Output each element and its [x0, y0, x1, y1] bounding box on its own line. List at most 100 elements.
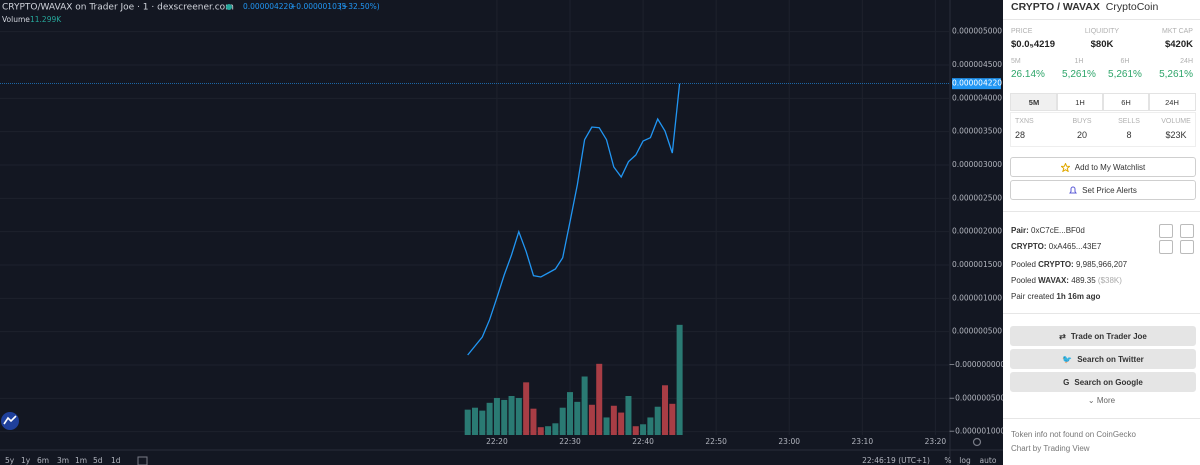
volume-bar [596, 363, 603, 435]
link-label: Search on Twitter [1077, 354, 1144, 364]
stat-label: LIQUIDITY [1084, 28, 1120, 35]
x-tick-label: 23:00 [778, 437, 800, 446]
range-button[interactable]: 5y [5, 456, 15, 465]
x-tick-label: 23:10 [851, 437, 873, 446]
txns-box [1010, 112, 1196, 147]
volume-bar [530, 408, 537, 435]
x-tick-label: 23:20 [925, 437, 947, 446]
y-tick-label: 0.000004000 [952, 93, 1002, 102]
volume-bar [464, 409, 471, 435]
timeframe-tab[interactable]: 5M [1010, 93, 1058, 111]
txn-label: SELLS [1118, 118, 1140, 125]
volume-bar [508, 396, 515, 435]
watchlist-button[interactable]: Add to My Watchlist [1010, 157, 1196, 177]
price-line [467, 83, 681, 356]
scale-option[interactable]: auto [980, 456, 997, 465]
change-value: 5,261% [1062, 69, 1096, 80]
volume-bar [552, 423, 559, 435]
y-tick-label: 0.000005000 [952, 27, 1002, 36]
timeframe-tab[interactable]: 24H [1148, 93, 1196, 111]
y-tick-label: −0.000000500 [949, 393, 1003, 402]
y-tick-label: 0.000003500 [952, 127, 1002, 136]
pooled-base-usd: ($38K) [1097, 276, 1122, 285]
copy-button[interactable] [1159, 240, 1173, 254]
more-label: More [1096, 396, 1116, 405]
txn-value: 28 [1015, 130, 1026, 140]
y-tick-label: 0.000002000 [952, 227, 1002, 236]
pair-subtitle: CryptoCoin [1105, 1, 1159, 13]
volume-bar [567, 392, 573, 435]
pooled-base: Pooled WAVAX: 489.35 ($38K) [1011, 276, 1122, 285]
range-button[interactable]: 1y [21, 456, 31, 465]
clock: 22:46:19 (UTC+1) [862, 456, 930, 465]
txn-label: TXNS [1015, 118, 1034, 125]
link-label: Trade on Trader Joe [1070, 331, 1147, 341]
range-button[interactable]: 5d [93, 456, 103, 465]
volume-bar [472, 407, 478, 435]
volume-value: 11.299K [30, 15, 62, 24]
link-icon: G [1063, 377, 1070, 387]
footer-credit[interactable]: Chart by Trading View [1011, 444, 1090, 453]
change-label: 1H [1074, 58, 1084, 65]
change-label: 5M [1011, 58, 1021, 65]
price-chart: 0.000005000 0.000004500 0.000004000 0.00000… [0, 0, 1003, 465]
change-label: 24H [1180, 58, 1193, 65]
volume-bar [647, 417, 654, 435]
divider [1003, 418, 1200, 419]
range-button[interactable]: 1m [75, 456, 87, 465]
pair-address: Pair: 0xC7cE...BF0d [1011, 226, 1085, 235]
txn-label: BUYS [1072, 118, 1092, 125]
token-value: 0xA465...43E7 [1048, 242, 1102, 251]
pooled-token: Pooled CRYPTO: 9,985,966,207 [1011, 260, 1127, 269]
footer-note: Token info not found on CoinGecko [1011, 430, 1136, 439]
volume-bar [640, 424, 647, 435]
link-button[interactable]: ⇄ Trade on Trader Joe [1010, 326, 1196, 346]
pair-label: Pair: [1011, 226, 1029, 235]
open-link-button[interactable] [1180, 224, 1194, 238]
x-tick-label: 22:30 [559, 437, 581, 446]
range-button[interactable]: 1d [111, 456, 121, 465]
range-button[interactable]: 3m [57, 456, 69, 465]
volume-bar [625, 396, 632, 435]
change-value: 26.14% [1011, 69, 1045, 80]
volume-bar [523, 382, 530, 435]
txn-value: $23K [1165, 130, 1187, 140]
calendar-icon[interactable] [137, 456, 148, 465]
change-value: 5,261% [1159, 69, 1193, 80]
timeframe-tab[interactable]: 6H [1102, 93, 1150, 111]
open-link-button[interactable] [1180, 240, 1194, 254]
stat-value: $420K [1164, 39, 1193, 50]
stat-label: MKT CAP [1161, 28, 1193, 35]
volume-bar [632, 426, 639, 435]
scale-option[interactable]: log [959, 456, 971, 465]
volume-bar [603, 417, 610, 435]
pair-value: 0xC7cE...BF0d [1031, 226, 1085, 235]
link-button[interactable]: G Search on Google [1010, 372, 1196, 392]
volume-bar [486, 402, 493, 435]
settings-icon[interactable] [972, 437, 982, 447]
alerts-button[interactable]: Set Price Alerts [1010, 180, 1196, 200]
header-price: 0.000004220 [243, 2, 293, 11]
divider [1003, 19, 1200, 20]
copy-button[interactable] [1159, 224, 1173, 238]
x-tick-label: 22:40 [632, 437, 654, 446]
volume-bar [545, 426, 552, 435]
bell-icon [1069, 186, 1078, 193]
pooled-token-value: 9,985,966,207 [1075, 260, 1128, 269]
y-tick-label: 0.000000500 [952, 327, 1002, 336]
chart-header-title: CRYPTO/WAVAX on Trader Joe · 1 · dexscre… [2, 3, 234, 13]
x-tick-label: 22:50 [705, 437, 727, 446]
pair-title: CRYPTO / WAVAX [1011, 1, 1100, 13]
volume-bar [501, 399, 508, 435]
created-value: 1h 16m ago [1056, 292, 1101, 301]
more-toggle[interactable]: ⌄ More [1087, 396, 1116, 405]
range-button[interactable]: 6m [37, 456, 49, 465]
status-dot [226, 4, 232, 10]
scale-option[interactable]: % [944, 456, 951, 465]
timeframe-tab[interactable]: 1H [1056, 93, 1104, 111]
x-tick-label: 22:20 [486, 437, 508, 446]
y-tick-label: 0.000002500 [952, 193, 1002, 202]
link-button[interactable]: 🐦 Search on Twitter [1010, 349, 1196, 369]
volume-bar [493, 397, 500, 435]
volume-bar [559, 407, 566, 435]
